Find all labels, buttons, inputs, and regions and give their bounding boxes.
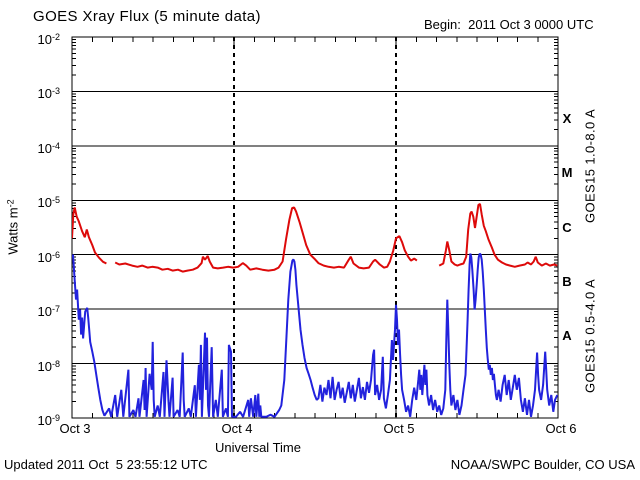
series-line-long xyxy=(114,206,418,273)
flare-class-x: X xyxy=(562,110,572,126)
y-tick-label-1e-5: 10-5 xyxy=(37,195,60,211)
series-line-long xyxy=(438,203,558,268)
credit-text: NOAA/SWPC Boulder, CO USA xyxy=(450,457,635,472)
y-tick-label-1e-7: 10-7 xyxy=(37,304,60,320)
flare-class-b: B xyxy=(562,273,572,289)
y-tick-label-1e-4: 10-4 xyxy=(37,140,60,156)
x-tick-label-oct-3: Oct 3 xyxy=(59,421,91,436)
x-tick-label-oct-6: Oct 6 xyxy=(545,421,577,436)
page-title: GOES Xray Flux (5 minute data) xyxy=(33,8,261,25)
y-tick-label-1e-3: 10-3 xyxy=(37,86,60,102)
flare-class-a: A xyxy=(562,328,572,344)
y-tick-label-1e-6: 10-6 xyxy=(37,249,60,265)
series-label-short-channel: GOES15 0.5-4.0 A xyxy=(582,278,598,394)
x-tick-label-oct-5: Oct 5 xyxy=(383,421,415,436)
x-tick-label-oct-4: Oct 4 xyxy=(221,421,253,436)
begin-time-label: Begin: 2011 Oct 3 0000 UTC xyxy=(424,17,594,32)
series-line-long xyxy=(72,207,107,265)
updated-timestamp: Updated 2011 Oct 5 23:55:12 UTC xyxy=(4,457,208,472)
series-line-short xyxy=(72,252,558,418)
series-label-long-channel: GOES15 1.0-8.0 A xyxy=(582,108,598,224)
x-axis-title: Universal Time xyxy=(215,440,301,455)
flare-class-m: M xyxy=(561,165,573,181)
y-tick-label-1e-8: 10-8 xyxy=(37,358,60,374)
y-tick-label-1e-9: 10-9 xyxy=(37,413,60,428)
flare-class-c: C xyxy=(562,219,572,235)
y-tick-label-1e-2: 10-2 xyxy=(37,32,60,47)
